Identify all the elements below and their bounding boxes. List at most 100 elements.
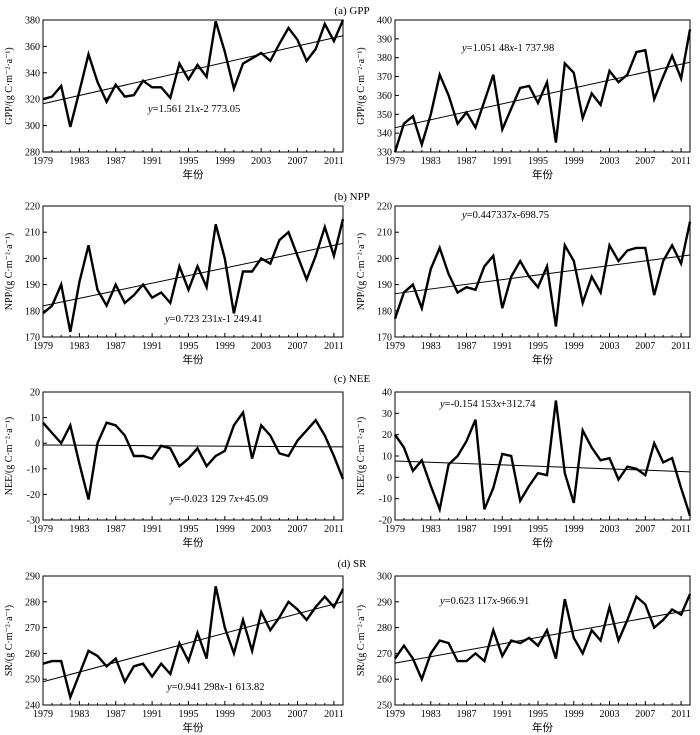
regression-equation: y=0.623 117x-966.91: [439, 596, 529, 607]
data-point: [205, 657, 207, 659]
data-point: [680, 77, 682, 79]
data-point: [151, 675, 153, 677]
series-line: [393, 221, 692, 327]
y-tick-label: -10: [27, 464, 40, 475]
data-point: [537, 644, 539, 646]
data-point: [590, 276, 592, 278]
x-tick-label: 2003: [251, 341, 271, 352]
y-tick-label: 220: [25, 202, 40, 213]
data-point: [260, 424, 262, 426]
y-tick-label: -10: [379, 494, 392, 505]
data-point: [305, 278, 307, 280]
data-point: [69, 696, 71, 698]
data-point: [394, 317, 396, 319]
y-axis-label: NPP/(g C·m⁻²·a⁻¹): [356, 233, 367, 310]
data-point: [78, 673, 80, 675]
data-point: [315, 606, 317, 608]
data-point: [105, 101, 107, 103]
trend-line: [394, 460, 691, 473]
y-tick-label: 180: [25, 306, 40, 317]
data-point: [483, 660, 485, 662]
x-tick-label: 2011: [671, 524, 691, 535]
data-point: [69, 424, 71, 426]
data-point: [278, 239, 280, 241]
x-tick-label: 1991: [492, 156, 512, 167]
y-tick-label: 200: [377, 254, 392, 265]
x-tick-label: 1995: [178, 709, 198, 720]
data-point: [115, 283, 117, 285]
x-tick-label: 1991: [142, 341, 162, 352]
data-point: [196, 447, 198, 449]
data-point: [196, 632, 198, 634]
x-tick-label: 1999: [215, 709, 235, 720]
x-tick-label: 1991: [142, 709, 162, 720]
data-point: [133, 294, 135, 296]
data-point: [564, 244, 566, 246]
data-point: [296, 608, 298, 610]
data-point: [78, 281, 80, 283]
x-tick-label: 1999: [215, 156, 235, 167]
y-tick-label: 10: [382, 452, 392, 463]
data-point: [394, 151, 396, 153]
plot-frame: [394, 575, 691, 706]
data-point: [438, 639, 440, 641]
data-point: [644, 49, 646, 51]
data-point: [555, 399, 557, 401]
x-tick-label: 1991: [142, 524, 162, 535]
plot-frame: [42, 575, 344, 706]
data-point: [215, 20, 217, 22]
data-point: [278, 616, 280, 618]
trend-line: [42, 35, 344, 105]
data-point: [394, 657, 396, 659]
data-point: [608, 244, 610, 246]
data-point: [269, 60, 271, 62]
data-point: [333, 606, 335, 608]
y-axis-label: NEE/(g C·m⁻²·a⁻¹): [4, 417, 15, 495]
data-point: [315, 419, 317, 421]
data-point: [662, 619, 664, 621]
data-point: [96, 289, 98, 291]
regression-equation: y=1.051 48x-1 737.98: [461, 43, 554, 54]
data-point: [87, 53, 89, 55]
data-point: [519, 87, 521, 89]
x-tick-label: 1979: [33, 709, 53, 720]
data-point: [474, 289, 476, 291]
y-tick-label: 290: [377, 597, 392, 608]
series-line: [42, 218, 345, 333]
data-point: [671, 608, 673, 610]
data-point: [528, 85, 530, 87]
series-line: [394, 400, 692, 517]
x-tick-label: 1987: [106, 156, 126, 167]
regression-equation: y=0.723 231x-1 249.41: [164, 314, 263, 325]
data-point: [269, 262, 271, 264]
data-point: [287, 231, 289, 233]
data-point: [324, 595, 326, 597]
x-tick-label: 2007: [288, 524, 308, 535]
data-point: [287, 455, 289, 457]
trend-line: [42, 601, 344, 683]
y-tick-label: 280: [25, 597, 40, 608]
data-point: [528, 485, 530, 487]
y-tick-label: -20: [27, 490, 40, 501]
x-tick-label: 2007: [288, 709, 308, 720]
x-tick-label: 1995: [178, 524, 198, 535]
x-tick-label: 2011: [324, 156, 344, 167]
x-tick-label: 1983: [69, 709, 89, 720]
data-point: [608, 606, 610, 608]
data-point: [42, 98, 44, 100]
y-tick-label: 20: [30, 388, 40, 399]
y-tick-label: 20: [382, 430, 392, 441]
data-point: [115, 657, 117, 659]
data-point: [305, 429, 307, 431]
y-tick-label: 280: [25, 148, 40, 159]
x-tick-label: 2011: [671, 156, 691, 167]
data-point: [160, 445, 162, 447]
data-point: [510, 276, 512, 278]
x-tick-label: 1987: [457, 156, 477, 167]
data-point: [438, 247, 440, 249]
y-axis-label: NEE/(g C·m⁻²·a⁻¹): [356, 417, 367, 495]
data-point: [342, 218, 344, 220]
data-point: [242, 619, 244, 621]
y-tick-label: 180: [377, 306, 392, 317]
data-point: [224, 257, 226, 259]
